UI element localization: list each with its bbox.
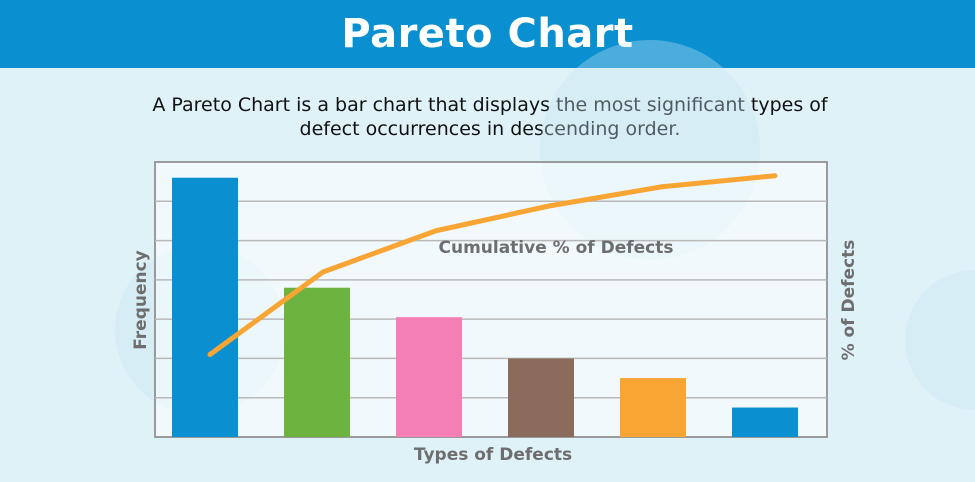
description-line-1: A Pareto Chart is a bar chart that displ… — [152, 94, 828, 116]
bar — [620, 378, 686, 437]
bars — [172, 177, 798, 437]
bar — [508, 358, 574, 437]
bar — [284, 287, 350, 437]
description-line-2: defect occurrences in descending order. — [299, 118, 681, 140]
page-title: Pareto Chart — [341, 11, 634, 57]
plot-area — [154, 161, 828, 438]
y-axis-label: Frequency — [131, 250, 151, 350]
decor-circle-right — [905, 270, 975, 410]
header-bar: Pareto Chart — [0, 0, 975, 68]
cumulative-line-group — [207, 173, 778, 357]
bar — [396, 317, 462, 437]
cumulative-line — [207, 173, 778, 357]
grid-lines — [155, 200, 827, 399]
bar — [172, 177, 238, 437]
x-axis-label: Types of Defects — [414, 445, 572, 465]
y2-axis-label: % of Defects — [839, 240, 859, 361]
cumulative-label: Cumulative % of Defects — [438, 238, 673, 258]
chart-description: A Pareto Chart is a bar chart that displ… — [90, 93, 890, 141]
bar — [732, 407, 798, 437]
